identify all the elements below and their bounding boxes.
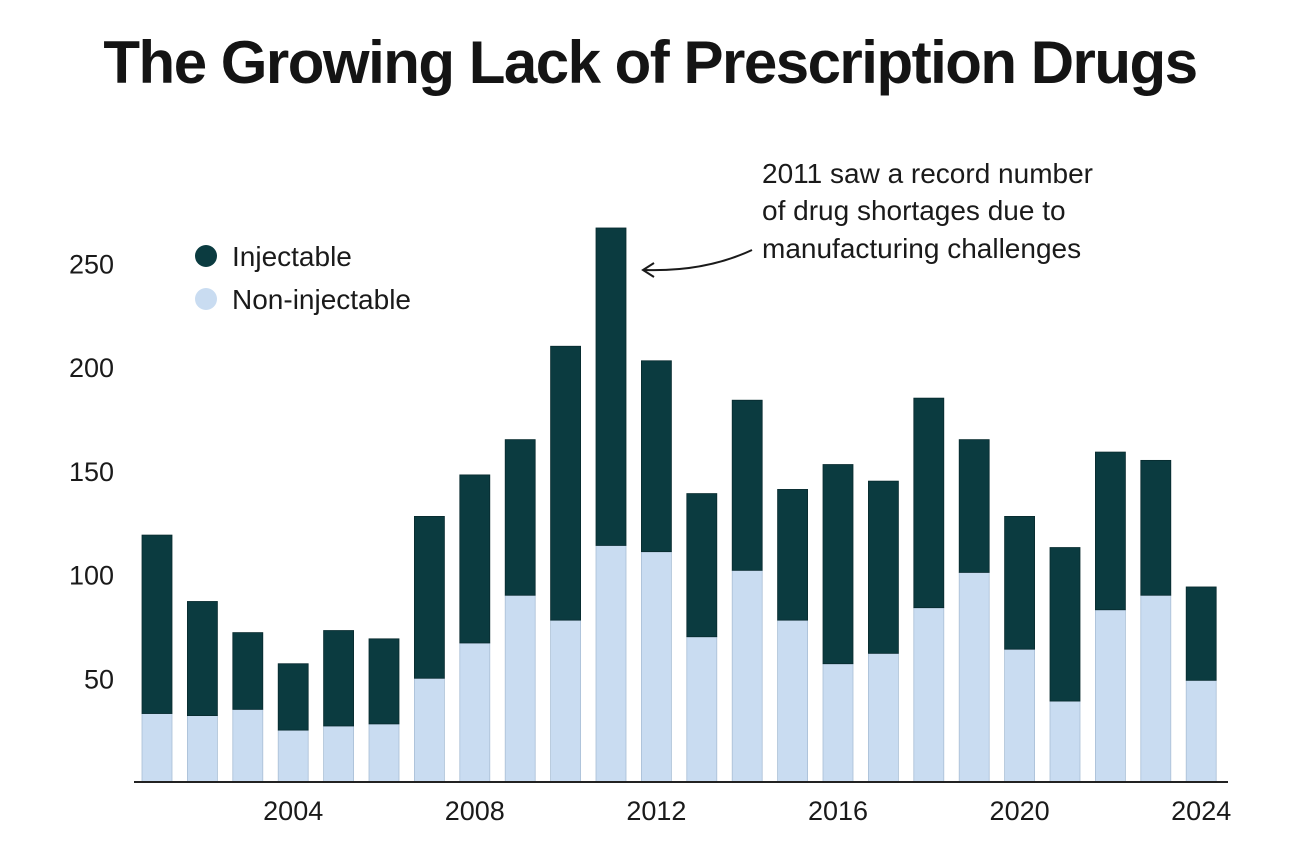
annotation-line-1: 2011 saw a record number	[762, 158, 1093, 189]
bar-injectable-2024	[1185, 586, 1217, 681]
bar-non-injectable-2006	[368, 723, 400, 783]
bar-injectable-2013	[686, 493, 718, 638]
bar-injectable-2002	[186, 601, 218, 716]
bar-injectable-2006	[368, 638, 400, 725]
chart-title: The Growing Lack of Prescription Drugs	[103, 29, 1198, 96]
bar-injectable-2011	[595, 227, 627, 546]
annotation-arrowhead	[641, 262, 655, 278]
bar-non-injectable-2020	[1004, 648, 1035, 783]
bar-non-injectable-2021	[1049, 700, 1081, 783]
bar-injectable-2018	[913, 397, 945, 609]
y-tick-labels: 50 100 150 200 250	[69, 249, 114, 694]
bar-non-injectable-2023	[1140, 594, 1172, 783]
bar-injectable-2021	[1049, 547, 1081, 702]
legend-label-injectable: Injectable	[232, 241, 352, 272]
x-tick-label-2020: 2020	[990, 796, 1050, 826]
legend-swatch-non-injectable	[195, 288, 217, 310]
y-tick-label-200: 200	[69, 353, 114, 383]
bar-non-injectable-2016	[822, 663, 854, 783]
bar-non-injectable-2005	[323, 725, 355, 783]
bar-non-injectable-2015	[777, 619, 808, 783]
bar-injectable-2007	[413, 516, 445, 679]
bar-injectable-2001	[141, 534, 173, 714]
x-tick-labels: 2004 2008 2012 2016 2020 2024	[263, 796, 1231, 826]
x-tick-label-2024: 2024	[1171, 796, 1231, 826]
bar-injectable-2019	[958, 439, 990, 573]
bar-non-injectable-2019	[958, 572, 990, 783]
bar-injectable-2012	[641, 360, 672, 553]
bar-injectable-2022	[1095, 451, 1126, 611]
bar-non-injectable-2011	[595, 545, 627, 783]
bar-non-injectable-2024	[1185, 679, 1217, 783]
bar-non-injectable-2017	[868, 652, 899, 783]
y-tick-label-150: 150	[69, 457, 114, 487]
bar-injectable-2023	[1140, 459, 1172, 596]
bar-non-injectable-2013	[686, 636, 718, 783]
y-tick-label-100: 100	[69, 561, 114, 591]
y-tick-label-250: 250	[69, 249, 114, 279]
bar-non-injectable-2018	[913, 607, 945, 783]
bar-non-injectable-2022	[1095, 609, 1126, 783]
bar-non-injectable-2009	[504, 594, 536, 783]
legend-swatch-injectable	[195, 245, 217, 267]
bar-non-injectable-2001	[141, 713, 173, 783]
bar-non-injectable-2002	[186, 715, 218, 783]
bar-injectable-2020	[1004, 516, 1035, 650]
legend: Injectable Non-injectable	[195, 241, 411, 315]
bar-injectable-2008	[459, 474, 491, 644]
bar-injectable-2014	[731, 399, 763, 571]
bar-injectable-2017	[868, 480, 899, 654]
x-tick-label-2008: 2008	[445, 796, 505, 826]
bar-non-injectable-2008	[459, 642, 491, 783]
bar-injectable-2004	[277, 663, 309, 731]
legend-label-non-injectable: Non-injectable	[232, 284, 411, 315]
y-tick-label-50: 50	[84, 664, 114, 694]
bar-injectable-2009	[504, 439, 536, 596]
bar-non-injectable-2014	[731, 569, 763, 783]
bar-injectable-2016	[822, 464, 854, 665]
bars-group	[141, 227, 1217, 783]
bar-injectable-2003	[232, 632, 264, 710]
annotation-line-2: of drug shortages due to	[762, 195, 1066, 226]
x-tick-label-2012: 2012	[626, 796, 686, 826]
annotation: 2011 saw a record number of drug shortag…	[641, 158, 1093, 278]
bar-injectable-2005	[323, 630, 355, 727]
bar-non-injectable-2007	[413, 677, 445, 783]
x-tick-label-2004: 2004	[263, 796, 323, 826]
x-tick-label-2016: 2016	[808, 796, 868, 826]
bar-non-injectable-2004	[277, 729, 309, 783]
bar-injectable-2010	[550, 345, 581, 621]
bar-injectable-2015	[777, 489, 808, 621]
bar-non-injectable-2012	[641, 551, 672, 783]
bar-non-injectable-2010	[550, 619, 581, 783]
bar-non-injectable-2003	[232, 708, 264, 783]
annotation-arrow	[643, 249, 753, 272]
annotation-line-3: manufacturing challenges	[762, 233, 1081, 264]
